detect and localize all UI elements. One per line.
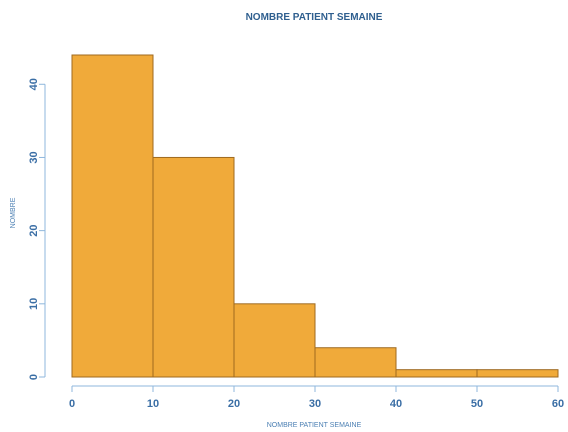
x-axis: 0 10 20 30 40 50 60 (69, 385, 564, 410)
histogram-bar (476, 369, 559, 378)
x-axis-label: NOMBRE PATIENT SEMAINE (267, 422, 362, 429)
x-tick-label: 20 (228, 398, 240, 410)
x-tick-label: 30 (309, 398, 321, 410)
x-tick-label: 10 (147, 398, 159, 410)
x-tick-label: 60 (552, 398, 564, 410)
y-tick-label: 0 (28, 374, 40, 380)
x-tick-label: 40 (390, 398, 402, 410)
y-tick-label: 40 (28, 78, 40, 90)
y-axis-label: NOMBRE (10, 197, 17, 228)
chart-title: NOMBRE PATIENT SEMAINE (246, 12, 383, 23)
histogram-bar (152, 156, 235, 378)
bars-layer (71, 54, 559, 378)
histogram-bar (71, 54, 154, 378)
y-axis: 0 10 20 30 40 (28, 78, 46, 380)
histogram-bar (233, 303, 316, 378)
histogram-bar (395, 369, 478, 378)
x-tick-label: 50 (471, 398, 483, 410)
histogram-bar (314, 347, 397, 378)
y-tick-label: 20 (28, 225, 40, 237)
y-tick-label: 30 (28, 151, 40, 163)
x-tick-label: 0 (69, 398, 75, 410)
y-tick-label: 10 (28, 298, 40, 310)
